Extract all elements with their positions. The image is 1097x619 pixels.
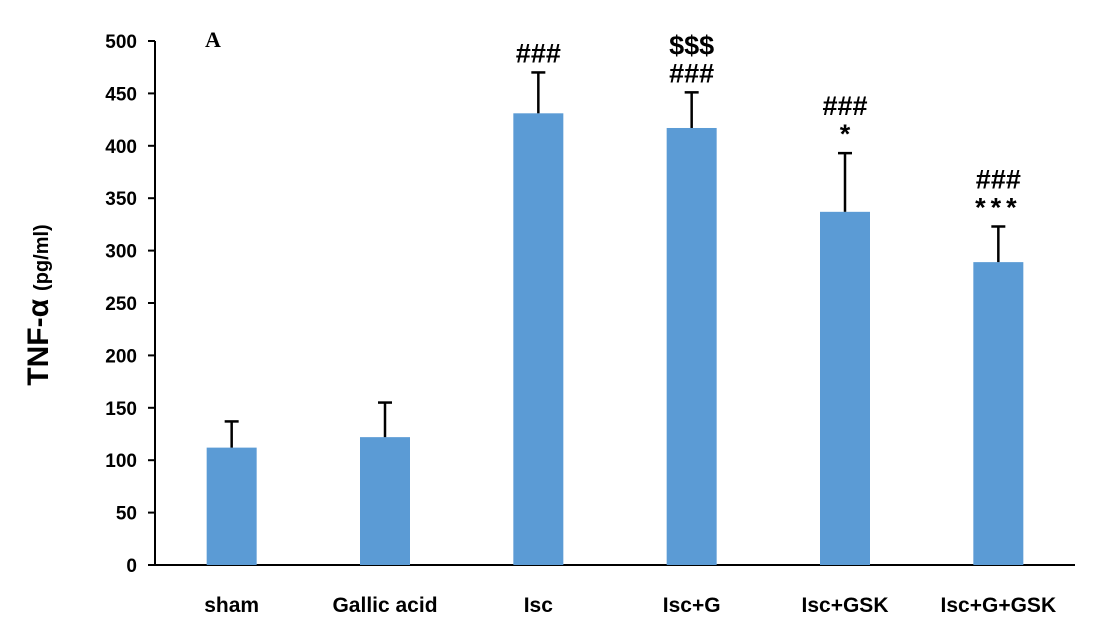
significance-label: ### xyxy=(976,164,1021,194)
panel-label: A xyxy=(205,27,221,52)
category-label: Isc+G xyxy=(663,594,721,617)
y-tick-label: 500 xyxy=(105,32,137,53)
y-axis-title: TNF-α (pg/ml) xyxy=(22,224,55,385)
category-label: Isc+GSK xyxy=(802,594,889,617)
bar-sham xyxy=(206,447,257,565)
y-axis-title-main: TNF-α xyxy=(22,298,55,385)
significance-label: *** xyxy=(975,192,1022,222)
y-tick-label: 450 xyxy=(105,84,137,105)
y-axis: 0 50 100 150 200 250 300 350 400 450 500 xyxy=(105,32,156,577)
category-labels: sham Gallic acid Isc Isc+G Isc+GSK Isc+G+GSK xyxy=(204,594,1056,617)
bar-isc-g-gsk xyxy=(973,262,1024,565)
y-tick-label: 400 xyxy=(105,137,137,158)
significance-label: * xyxy=(840,119,851,149)
category-label: Isc+G+GSK xyxy=(941,594,1057,617)
y-tick-label: 300 xyxy=(105,242,137,263)
significance-label: ### xyxy=(516,38,561,68)
significance-label: ### xyxy=(822,91,867,121)
category-label: sham xyxy=(204,594,259,617)
category-label: Isc xyxy=(524,594,554,617)
significance-label: ### xyxy=(669,58,714,88)
significance-annotations: ### $$$######*###*** xyxy=(516,30,1022,222)
bar-gallic-acid xyxy=(360,437,410,565)
bar-isc-g xyxy=(666,127,717,565)
y-tick-label: 250 xyxy=(105,294,137,315)
error-bars xyxy=(224,71,1006,448)
y-tick-label: 150 xyxy=(105,399,137,420)
y-tick-label: 100 xyxy=(105,451,137,472)
significance-label: $$$ xyxy=(669,30,714,60)
category-label: Gallic acid xyxy=(332,594,437,617)
y-tick-label: 50 xyxy=(116,504,137,525)
bar-isc xyxy=(513,113,564,565)
bar-isc-gsk xyxy=(820,211,870,565)
y-tick-label: 200 xyxy=(105,346,137,367)
y-tick-label: 0 xyxy=(126,556,137,577)
y-axis-title-unit: (pg/ml) xyxy=(31,224,53,291)
bars xyxy=(206,113,1024,565)
y-tick-label: 350 xyxy=(105,189,137,210)
